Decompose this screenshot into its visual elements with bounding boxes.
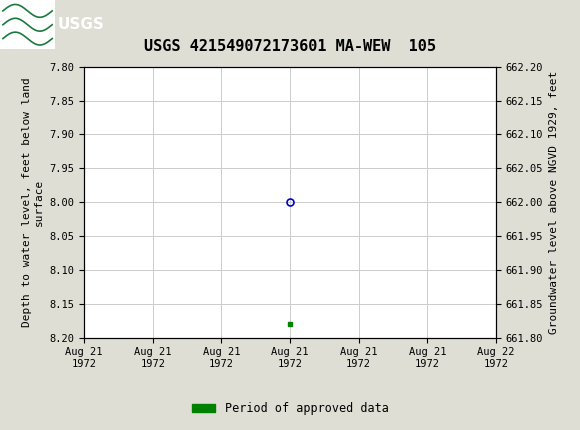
Legend: Period of approved data: Period of approved data bbox=[187, 397, 393, 420]
Bar bbox=[0, 0, 55, 49]
Y-axis label: Depth to water level, feet below land
surface: Depth to water level, feet below land su… bbox=[22, 77, 44, 327]
Text: USGS 421549072173601 MA-WEW  105: USGS 421549072173601 MA-WEW 105 bbox=[144, 39, 436, 54]
Y-axis label: Groundwater level above NGVD 1929, feet: Groundwater level above NGVD 1929, feet bbox=[549, 71, 559, 334]
Text: USGS: USGS bbox=[58, 17, 105, 32]
